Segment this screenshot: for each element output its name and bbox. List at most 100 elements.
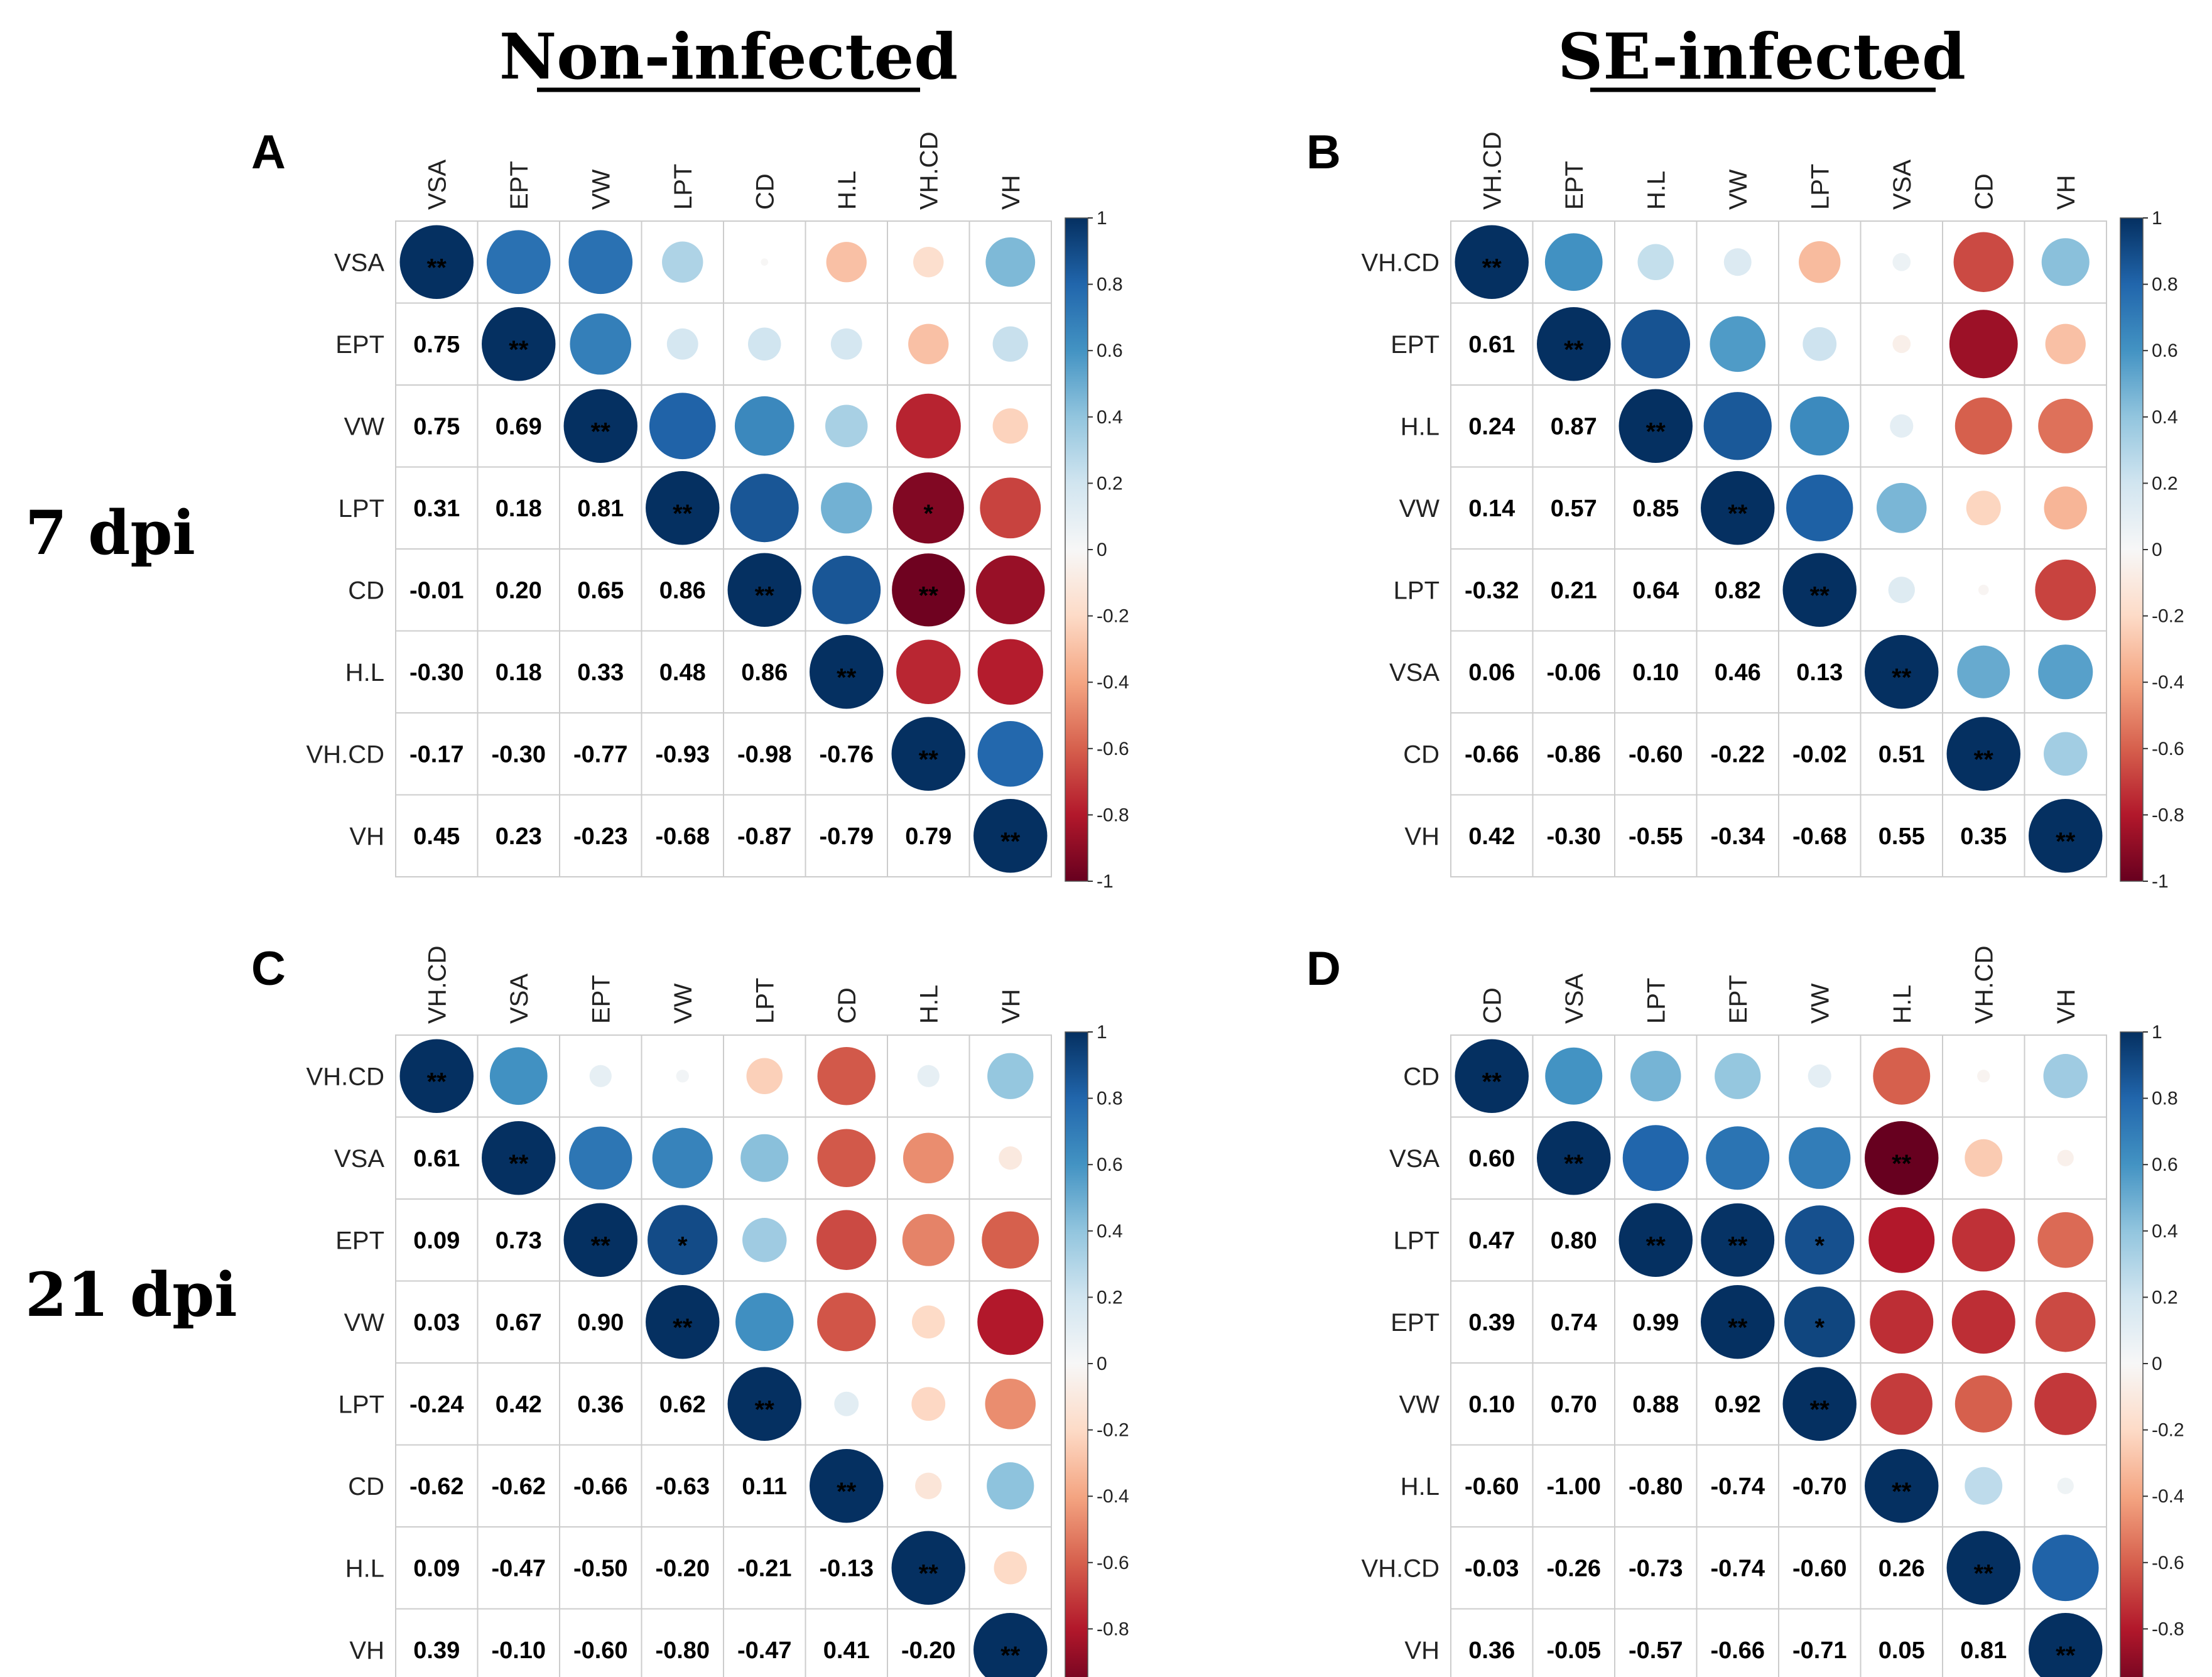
colorbar-tick-label: -0.6 [1097,739,1129,759]
correlation-circle [980,477,1041,539]
correlation-circle [1537,307,1611,381]
coefficient-label: 0.62 [659,1391,706,1418]
row-label: VH.CD [306,741,384,768]
correlation-circle [2036,1292,2096,1352]
coefficient-label: 0.36 [577,1391,624,1418]
correlation-circle [1953,232,2014,292]
panel-C: C VH.CD VH.CD VSA VSA EPT EPT VW VW LPT LPT CD CD H.L… [251,942,1129,1677]
coefficient-label: 0.74 [1551,1310,1597,1336]
column-label: VH [2052,989,2080,1024]
coefficient-label: -0.17 [409,741,464,768]
column-label: EPT [1561,161,1588,210]
row-label-21dpi: 21 dpi [25,1259,237,1330]
correlation-circle [908,323,949,364]
correlation-circle [896,639,961,704]
coefficient-label: 0.48 [659,659,706,686]
colorbar-tick-label: -0.8 [1097,805,1129,825]
column-label: VW [587,169,615,210]
correlation-circle [830,328,862,360]
coefficient-label: -0.05 [1546,1637,1601,1664]
coefficient-label: 0.24 [1468,413,1515,440]
column-label: H.L [1642,171,1670,210]
colorbar-tick-label: -0.4 [2152,672,2184,693]
coefficient-label: -0.47 [737,1637,792,1664]
column-label: LPT [1806,164,1834,210]
header-non-infected: Non-infected [499,19,958,94]
correlation-circle [1870,1290,1934,1354]
correlation-circle [992,326,1028,362]
coefficient-label: 0.36 [1468,1637,1515,1664]
coefficient-label: -0.87 [737,823,792,850]
correlation-circle [985,1378,1036,1430]
significance-mark: * [678,1232,688,1259]
correlation-circle [817,1293,876,1352]
coefficient-label: 0.81 [1960,1637,2007,1664]
coefficient-label: 0.61 [1468,332,1515,358]
correlation-circle [727,553,801,627]
coefficient-label: 0.45 [413,823,460,850]
column-label: CD [833,987,861,1024]
correlation-circle [992,408,1028,444]
row-label: VH [349,1637,384,1664]
coefficient-label: 0.39 [1468,1310,1515,1336]
column-label: VH.CD [1970,946,1998,1024]
correlation-circle [1888,577,1915,604]
coefficient-label: 0.85 [1632,496,1679,522]
correlation-circle [825,404,868,447]
row-label: VH [1404,1637,1439,1664]
significance-mark: ** [1892,1478,1912,1506]
significance-mark: ** [1974,1560,1994,1587]
colorbar-tick-label: -0.8 [1097,1619,1129,1639]
row-label: VW [1399,1391,1440,1418]
significance-mark: ** [919,582,939,609]
correlation-circle [666,328,698,360]
coefficient-label: 0.65 [577,577,624,604]
row-label: VH [1404,823,1439,850]
correlation-circle [1789,1127,1851,1189]
coefficient-label: -0.26 [1546,1555,1601,1582]
colorbar-tick-label: 0.4 [2152,407,2178,428]
coefficient-label: 0.79 [905,823,951,850]
row-label: EPT [335,1227,384,1254]
coefficient-label: -0.70 [1792,1473,1847,1500]
correlation-circle [1782,1367,1857,1441]
column-label: CD [1478,987,1506,1024]
correlation-circle [399,1039,474,1113]
coefficient-label: 0.80 [1551,1227,1597,1254]
coefficient-label: -0.68 [655,823,710,850]
coefficient-label: -0.60 [1792,1555,1847,1582]
coefficient-label: 0.75 [413,332,460,358]
coefficient-label: 0.20 [496,577,542,604]
correlation-circle [896,393,961,459]
colorbar-tick-label: 0.2 [1097,1287,1123,1308]
correlation-circle [486,230,551,295]
significance-mark: * [1814,1232,1824,1259]
colorbar-tick-label: 0.4 [1097,1221,1123,1242]
coefficient-label: 0.09 [413,1555,460,1582]
coefficient-label: 0.57 [1551,496,1597,522]
colorbar [2120,1031,2144,1677]
column-label: VH [2052,175,2080,210]
coefficient-label: -0.30 [1546,823,1601,850]
coefficient-label: -0.20 [655,1555,710,1582]
coefficient-label: -0.93 [655,741,710,768]
significance-mark: ** [591,418,611,445]
significance-mark: ** [919,1560,939,1587]
correlation-circle [891,1531,965,1605]
correlation-circle [2057,1149,2074,1166]
correlation-circle [1876,482,1927,533]
correlation-circle [482,307,556,381]
coefficient-label: 0.73 [496,1227,542,1254]
significance-mark: ** [2056,828,2076,855]
correlation-circle [2032,1534,2099,1602]
row-label: LPT [339,495,384,523]
significance-mark: ** [509,336,529,364]
colorbar-tick-label: 0.6 [2152,1154,2178,1175]
correlation-circle [662,241,703,283]
coefficient-label: 0.60 [1468,1146,1515,1172]
colorbar-tick-label: 1 [2152,1022,2162,1043]
coefficient-label: 0.90 [577,1310,624,1336]
coefficient-label: -0.80 [655,1637,710,1664]
correlation-circle [915,1472,942,1499]
